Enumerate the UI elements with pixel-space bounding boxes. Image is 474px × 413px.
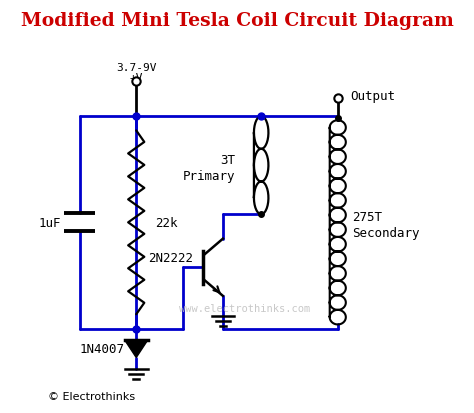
Text: 275T: 275T bbox=[352, 210, 382, 223]
Text: 22k: 22k bbox=[155, 216, 178, 229]
Text: 1N4007: 1N4007 bbox=[80, 343, 125, 356]
Text: © Electrothinks: © Electrothinks bbox=[47, 391, 135, 401]
Text: Output: Output bbox=[350, 90, 395, 103]
Text: Modified Mini Tesla Coil Circuit Diagram: Modified Mini Tesla Coil Circuit Diagram bbox=[21, 12, 453, 30]
Text: 1uF: 1uF bbox=[38, 216, 61, 229]
Text: 3T: 3T bbox=[220, 153, 235, 166]
Text: +V: +V bbox=[129, 72, 143, 82]
Text: 3.7-9V: 3.7-9V bbox=[116, 63, 156, 73]
Text: Primary: Primary bbox=[182, 169, 235, 183]
Polygon shape bbox=[125, 341, 147, 358]
Text: www.electrothinks.com: www.electrothinks.com bbox=[180, 304, 310, 313]
Text: Secondary: Secondary bbox=[352, 226, 419, 240]
Text: 2N2222: 2N2222 bbox=[148, 251, 193, 264]
